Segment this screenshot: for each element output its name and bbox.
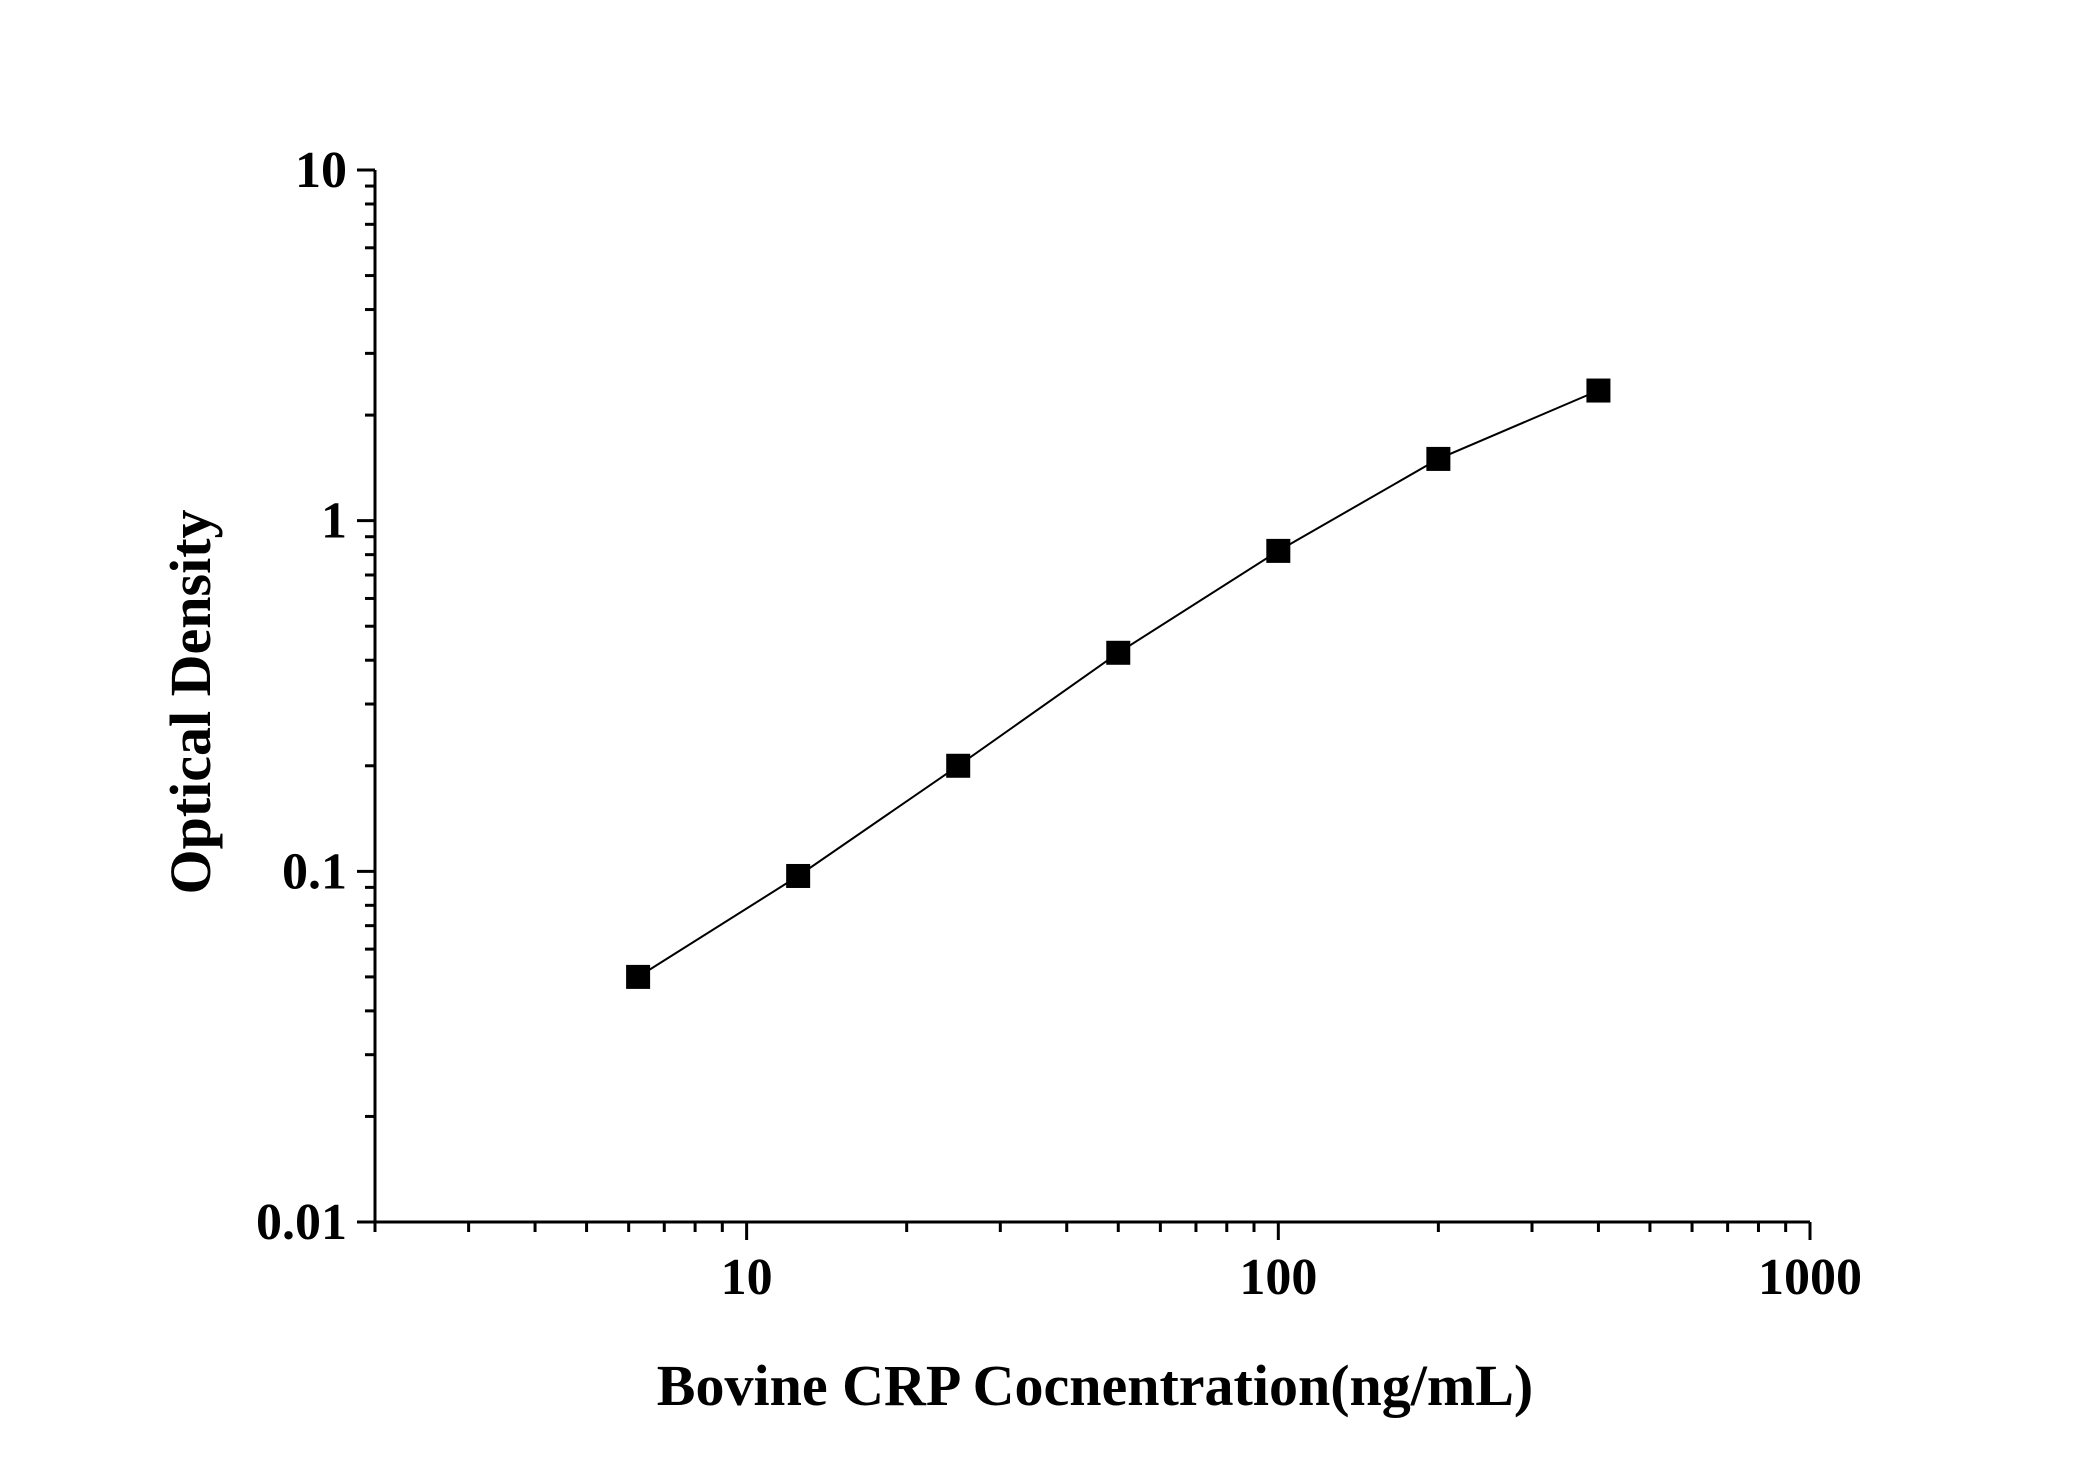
axes xyxy=(373,170,1810,1224)
y-axis-ticks: 0.01 0.1 1 10 xyxy=(256,142,375,1251)
y-axis-title: Optical Density xyxy=(158,509,223,894)
y-tick-label: 1 xyxy=(321,493,347,550)
data-point xyxy=(1106,640,1131,665)
data-series xyxy=(626,378,1611,989)
x-tick-label: 1000 xyxy=(1758,1249,1862,1306)
x-axis-ticks: 10 100 1000 xyxy=(373,1222,1862,1306)
x-tick-label: 10 xyxy=(721,1249,773,1306)
y-tick-label: 0.01 xyxy=(256,1194,347,1251)
data-point xyxy=(786,863,811,888)
data-point xyxy=(1426,446,1451,471)
data-point xyxy=(946,753,971,778)
data-point xyxy=(1266,538,1291,563)
series-line xyxy=(637,389,1599,978)
x-tick-label: 100 xyxy=(1239,1249,1317,1306)
y-tick-label: 10 xyxy=(295,142,347,199)
y-tick-label: 0.1 xyxy=(282,843,347,900)
data-point xyxy=(626,964,651,989)
x-axis-title: Bovine CRP Cocnentration(ng/mL) xyxy=(657,1353,1533,1418)
data-point xyxy=(1586,378,1611,403)
